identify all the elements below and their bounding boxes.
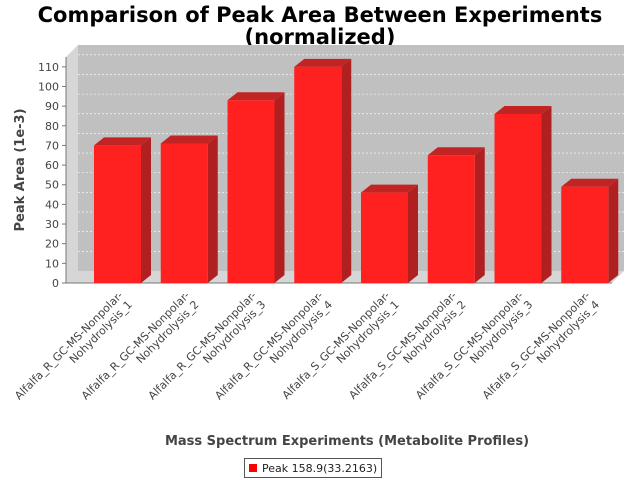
bar-side [541, 105, 552, 283]
bar-top [361, 184, 418, 193]
bar-front [294, 66, 342, 284]
plot-left-wall [66, 45, 78, 283]
legend: Peak 158.9(33.2163) [244, 458, 383, 478]
bar-6 [427, 147, 485, 283]
bar-front [427, 155, 475, 283]
bar-front [94, 145, 141, 283]
bar-8 [561, 178, 619, 283]
bar-front [494, 113, 542, 283]
chart-title: Comparison of Peak Area Between Experime… [37, 3, 603, 27]
bar-side [408, 184, 418, 283]
y-tick-label: 0 [52, 277, 59, 290]
bar-7 [494, 105, 552, 283]
bar-side [474, 147, 485, 283]
bar-top [494, 105, 552, 114]
y-tick-label: 80 [45, 120, 59, 133]
bar-2 [160, 135, 218, 283]
bar-side [608, 178, 619, 283]
bar-top [94, 137, 151, 146]
bar-top [160, 135, 218, 144]
y-tick-label: 50 [45, 179, 59, 192]
legend-label: Peak 158.9(33.2163) [262, 461, 378, 475]
y-axis-title: Peak Area (1e-3) [13, 108, 28, 231]
bar-side [207, 135, 218, 283]
y-tick-label: 60 [45, 159, 59, 172]
bar-top [561, 178, 619, 187]
y-tick-label: 90 [45, 100, 59, 113]
y-tick-label: 100 [38, 80, 59, 93]
bar-front [361, 192, 408, 283]
legend-swatch [249, 464, 257, 472]
bar-side [141, 137, 151, 283]
bar-top [427, 147, 485, 156]
y-tick-label: 40 [45, 198, 59, 211]
y-tick-label: 10 [45, 257, 59, 270]
bar-front [561, 186, 609, 283]
bar-front [227, 100, 275, 284]
y-tick-label: 20 [45, 238, 59, 251]
bar-top [294, 58, 352, 67]
bar-side [341, 58, 352, 284]
y-tick-label: 110 [38, 61, 59, 74]
bar-side [274, 92, 285, 284]
bar-4 [294, 58, 352, 284]
bar-top [227, 92, 285, 101]
bar-front [160, 143, 208, 283]
bar-1 [94, 137, 151, 283]
x-axis-title: Mass Spectrum Experiments (Metabolite Pr… [165, 434, 529, 449]
y-tick-label: 30 [45, 218, 59, 231]
x-tick-label: Alfalfa_R_GC-MS-Nonpolar-Nohydrolysis_1 [12, 289, 135, 412]
bar-3 [227, 92, 285, 284]
y-tick-label: 70 [45, 139, 59, 152]
bar-5 [361, 184, 418, 283]
